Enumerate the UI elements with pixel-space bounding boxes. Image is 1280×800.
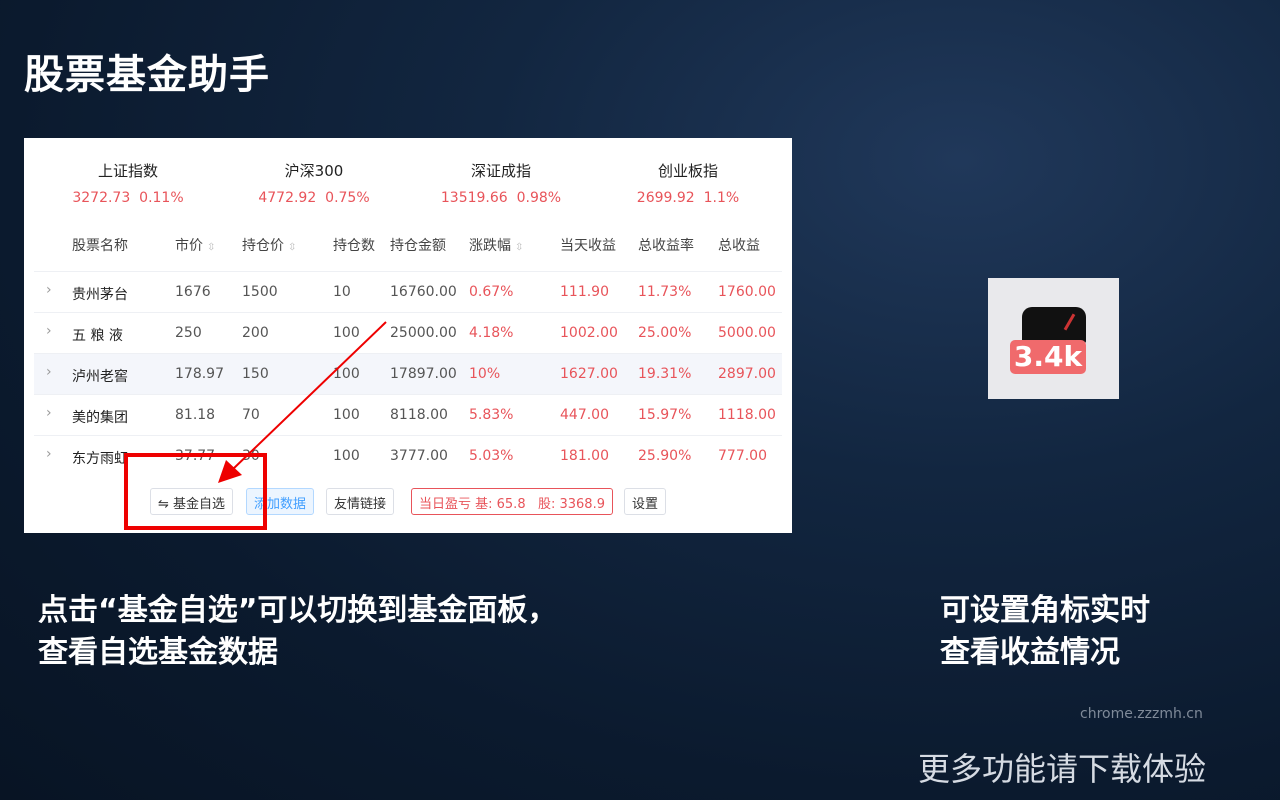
col-total: 总收益 <box>718 238 760 254</box>
table-row[interactable]: › 美的集团 81.18 70 100 8118.00 5.83% 447.00 15.97% 1… <box>34 394 782 435</box>
cell: 10 <box>333 284 351 300</box>
page-title: 股票基金助手 <box>24 52 270 98</box>
cell: 5.03% <box>469 448 514 464</box>
cell: 17897.00 <box>390 366 457 382</box>
links-button[interactable]: 友情链接 <box>326 488 395 515</box>
cell: 0.67% <box>469 284 514 300</box>
cell: 100 <box>333 407 360 423</box>
cell: 100 <box>333 325 360 341</box>
cell: 25.90% <box>638 448 692 464</box>
table-row[interactable]: › 贵州茅台 1676 1500 10 16760.00 0.67% 111.90 11.73%… <box>34 271 782 312</box>
col-change[interactable]: 涨跌幅 ⇳ <box>469 238 524 254</box>
extension-badge-preview: 3.4k <box>988 278 1119 399</box>
fund-watchlist-button[interactable]: ⇋ 基金自选 <box>150 488 234 515</box>
footer-text: 更多功能请下载体验 <box>918 750 1207 788</box>
cell: 81.18 <box>175 407 216 423</box>
caption-left: 点击“基金自选”可以切换到基金面板， 查看自选基金数据 <box>38 593 558 670</box>
gauge-icon <box>1022 307 1086 343</box>
cell: 111.90 <box>560 284 609 300</box>
chevron-right-icon[interactable]: › <box>46 405 52 421</box>
cell: 70 <box>242 407 260 423</box>
stock-panel: 上证指数 3272.73 0.11% 沪深300 4772.92 0.75% 深证成… <box>24 138 792 533</box>
cell: 100 <box>333 448 360 464</box>
cell: 19.31% <box>638 366 692 382</box>
cell: 178.97 <box>175 366 224 382</box>
website-watermark: chrome.zzzmh.cn <box>1080 706 1203 722</box>
cell: 447.00 <box>560 407 609 423</box>
settings-button[interactable]: 设置 <box>624 488 667 515</box>
cell: 1118.00 <box>718 407 776 423</box>
table-row[interactable]: › 东方雨虹 37.77 30 100 3777.00 5.03% 181.00 25.90% 7… <box>34 435 782 476</box>
cell: 1627.00 <box>560 366 618 382</box>
col-qty: 持仓数 <box>333 238 375 254</box>
chevron-right-icon[interactable]: › <box>46 323 52 339</box>
chevron-right-icon[interactable]: › <box>46 446 52 462</box>
cell: 15.97% <box>638 407 692 423</box>
cell: 250 <box>175 325 202 341</box>
col-rate: 总收益率 <box>638 238 694 254</box>
cell: 8118.00 <box>390 407 448 423</box>
cell: 200 <box>242 325 269 341</box>
cell: 100 <box>333 366 360 382</box>
col-cost[interactable]: 持仓价 ⇳ <box>242 238 297 254</box>
sort-icon[interactable]: ⇳ <box>515 242 524 253</box>
cell: 16760.00 <box>390 284 457 300</box>
highlight-box <box>124 453 267 530</box>
cell: 150 <box>242 366 269 382</box>
cell: 1676 <box>175 284 211 300</box>
cell: 181.00 <box>560 448 609 464</box>
arrow-head-icon <box>218 460 242 483</box>
cell: 贵州茅台 <box>72 287 128 303</box>
cell: 10% <box>469 366 501 382</box>
badge-count: 3.4k <box>1010 340 1086 374</box>
cell: 5000.00 <box>718 325 776 341</box>
sort-icon[interactable]: ⇳ <box>288 242 297 253</box>
cell: 1760.00 <box>718 284 776 300</box>
cell: 777.00 <box>718 448 767 464</box>
cell: 美的集团 <box>72 410 128 426</box>
cell: 3777.00 <box>390 448 448 464</box>
cell: 1500 <box>242 284 278 300</box>
chevron-right-icon[interactable]: › <box>46 364 52 380</box>
cell: 25.00% <box>638 325 692 341</box>
sort-icon[interactable]: ⇳ <box>207 242 216 253</box>
col-amount: 持仓金额 <box>390 238 446 254</box>
cell: 25000.00 <box>390 325 457 341</box>
cell: 五 粮 液 <box>72 328 123 344</box>
cell: 2897.00 <box>718 366 776 382</box>
cell: 泸州老窖 <box>72 369 128 385</box>
col-name: 股票名称 <box>72 238 128 254</box>
annotation-arrow <box>231 321 387 471</box>
col-today: 当天收益 <box>560 238 616 254</box>
chevron-right-icon[interactable]: › <box>46 282 52 298</box>
table-row[interactable]: › 泸州老窖 178.97 150 100 17897.00 10% 1627.00 19.31… <box>34 353 782 394</box>
cell: 5.83% <box>469 407 514 423</box>
cell: 11.73% <box>638 284 692 300</box>
caption-right: 可设置角标实时 查看收益情况 <box>940 593 1150 670</box>
daily-pnl-badge: 当日盈亏 基: 65.8 股: 3368.9 <box>411 488 613 515</box>
cell: 东方雨虹 <box>72 451 128 467</box>
add-data-button[interactable]: 添加数据 <box>246 488 315 515</box>
cell: 4.18% <box>469 325 514 341</box>
cell: 1002.00 <box>560 325 618 341</box>
table-row[interactable]: › 五 粮 液 250 200 100 25000.00 4.18% 1002.00 25.00… <box>34 312 782 353</box>
col-price[interactable]: 市价 ⇳ <box>175 238 216 254</box>
